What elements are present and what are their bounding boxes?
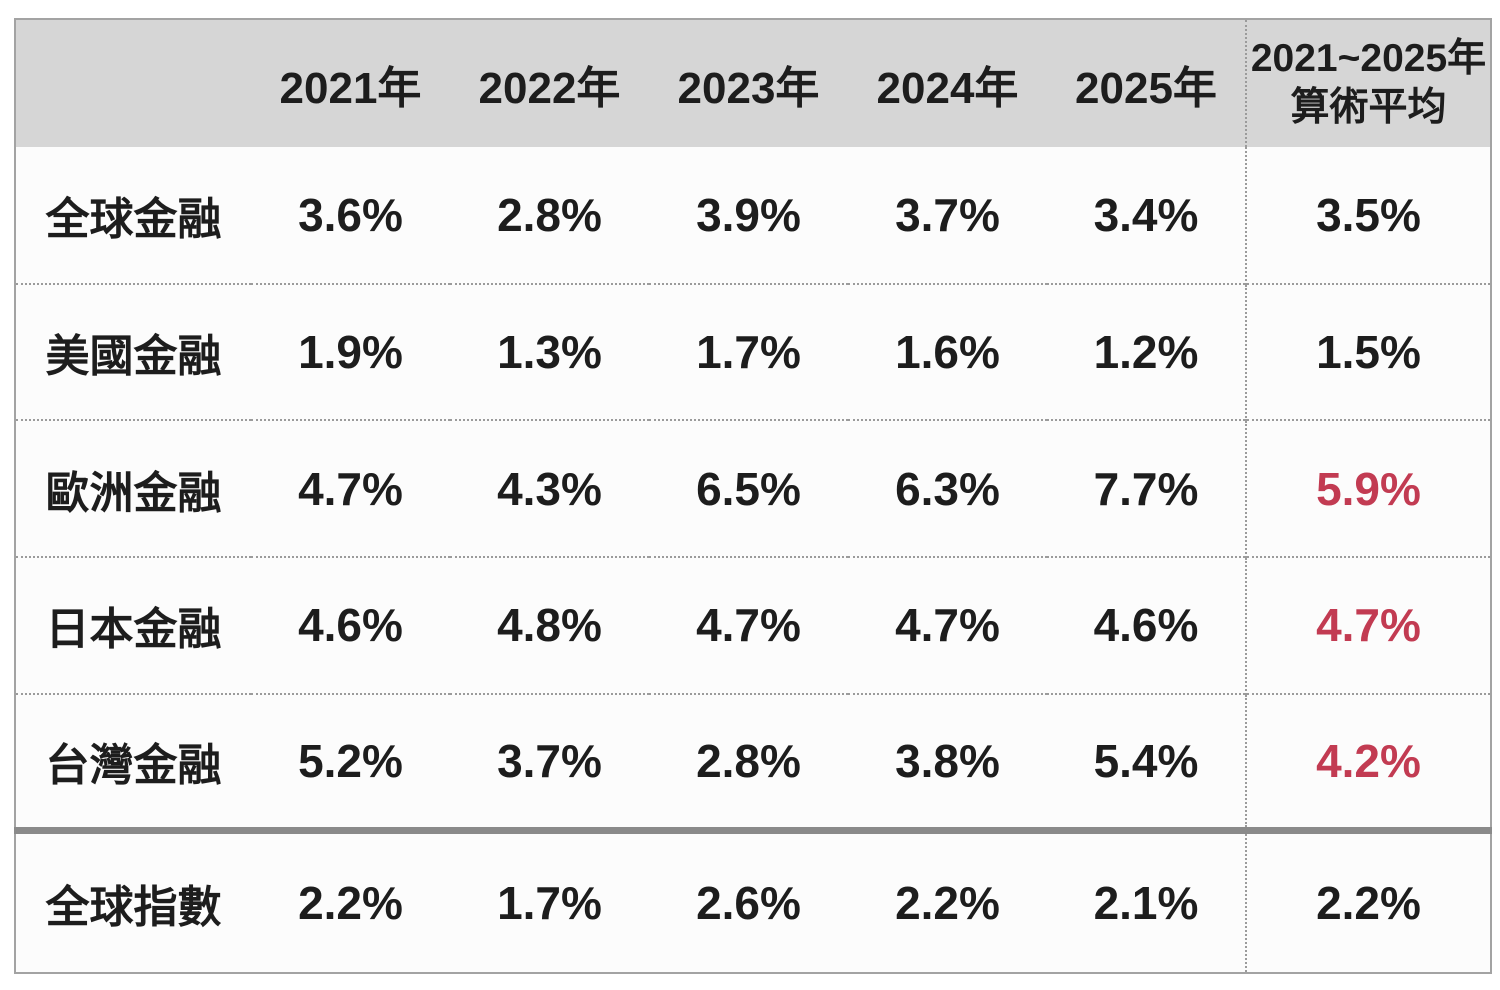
value-cell: 3.7% — [450, 692, 649, 831]
average-header-line1: 2021~2025年 — [1250, 36, 1487, 80]
row-label: 全球指數 — [15, 826, 251, 973]
row-label: 台灣金融 — [15, 692, 251, 831]
value-cell: 3.9% — [696, 188, 801, 241]
value-cell: 6.5% — [649, 419, 848, 557]
average-cell: 4.7% — [1245, 555, 1491, 694]
average-cell: 4.2% — [1245, 692, 1491, 831]
table-row-japan-financials: 日本金融 4.6% 4.8% 4.7% 4.7% 4.6% 4.7% — [15, 555, 1491, 694]
value-cell: 2.1% — [1047, 826, 1246, 973]
value-cell: 4.7% — [649, 555, 848, 694]
table-row-global-financials: 全球金融 3.6% 2.8% 3.9% 3.7% 3.4% 3.5% — [15, 147, 1491, 284]
table-row-global-index: 全球指數 2.2% 1.7% 2.6% 2.2% 2.1% 2.2% — [15, 826, 1491, 973]
value-cell: 2.6% — [649, 826, 848, 973]
column-header-2023: 2023年 — [649, 19, 848, 147]
table-row-taiwan-financials: 台灣金融 5.2% 3.7% 2.8% 3.8% 5.4% 4.2% — [15, 692, 1491, 831]
row-label: 日本金融 — [15, 555, 251, 694]
header-row: 2021年 2022年 2023年 2024年 2025年 2021~2025年… — [15, 19, 1491, 147]
value-cell: 4.8% — [450, 555, 649, 694]
value-cell: 2.2% — [848, 826, 1047, 973]
average-cell: 2.2% — [1245, 826, 1491, 973]
column-header-2025: 2025年 — [1047, 19, 1246, 147]
column-header-2022: 2022年 — [450, 19, 649, 147]
value-cell: 5.4% — [1047, 692, 1246, 831]
row-label: 歐洲金融 — [15, 419, 251, 557]
value-cell: 1.6% — [848, 282, 1047, 421]
value-cell: 5.2% — [251, 692, 450, 831]
value-cell: 3.8% — [848, 692, 1047, 831]
value-cell: 4.6% — [251, 555, 450, 694]
value-cell: 4.6% — [1047, 555, 1246, 694]
value-cell: 4.7% — [251, 419, 450, 557]
value-cell: 3.6% — [298, 188, 403, 241]
value-cell: 4.3% — [450, 419, 649, 557]
average-cell: 5.9% — [1245, 419, 1491, 557]
table-row-us-financials: 美國金融 1.9% 1.3% 1.7% 1.6% 1.2% 1.5% — [15, 282, 1491, 421]
value-cell: 6.3% — [848, 419, 1047, 557]
average-cell: 1.5% — [1245, 282, 1491, 421]
value-cell: 7.7% — [1047, 419, 1246, 557]
table-row-europe-financials: 歐洲金融 4.7% 4.3% 6.5% 6.3% 7.7% 5.9% — [15, 419, 1491, 557]
row-label: 美國金融 — [15, 282, 251, 421]
corner-cell — [15, 19, 251, 147]
value-cell: 1.9% — [251, 282, 450, 421]
column-header-2021: 2021年 — [251, 19, 450, 147]
row-label: 全球金融 — [45, 194, 222, 244]
value-cell: 1.7% — [450, 826, 649, 973]
value-cell: 2.8% — [497, 188, 602, 241]
column-header-average: 2021~2025年 算術平均 — [1245, 19, 1491, 147]
value-cell: 2.8% — [649, 692, 848, 831]
value-cell: 2.2% — [251, 826, 450, 973]
value-cell: 1.2% — [1047, 282, 1246, 421]
value-cell: 3.4% — [1093, 188, 1199, 241]
value-cell: 4.7% — [848, 555, 1047, 694]
annual-returns-table: 2021年 2022年 2023年 2024年 2025年 2021~2025年… — [14, 18, 1492, 974]
value-cell: 1.3% — [450, 282, 649, 421]
value-cell: 1.7% — [649, 282, 848, 421]
column-header-2024: 2024年 — [848, 19, 1047, 147]
average-cell: 3.5% — [1245, 147, 1491, 284]
value-cell: 3.7% — [895, 188, 1000, 241]
average-header-line2: 算術平均 — [1290, 85, 1447, 129]
